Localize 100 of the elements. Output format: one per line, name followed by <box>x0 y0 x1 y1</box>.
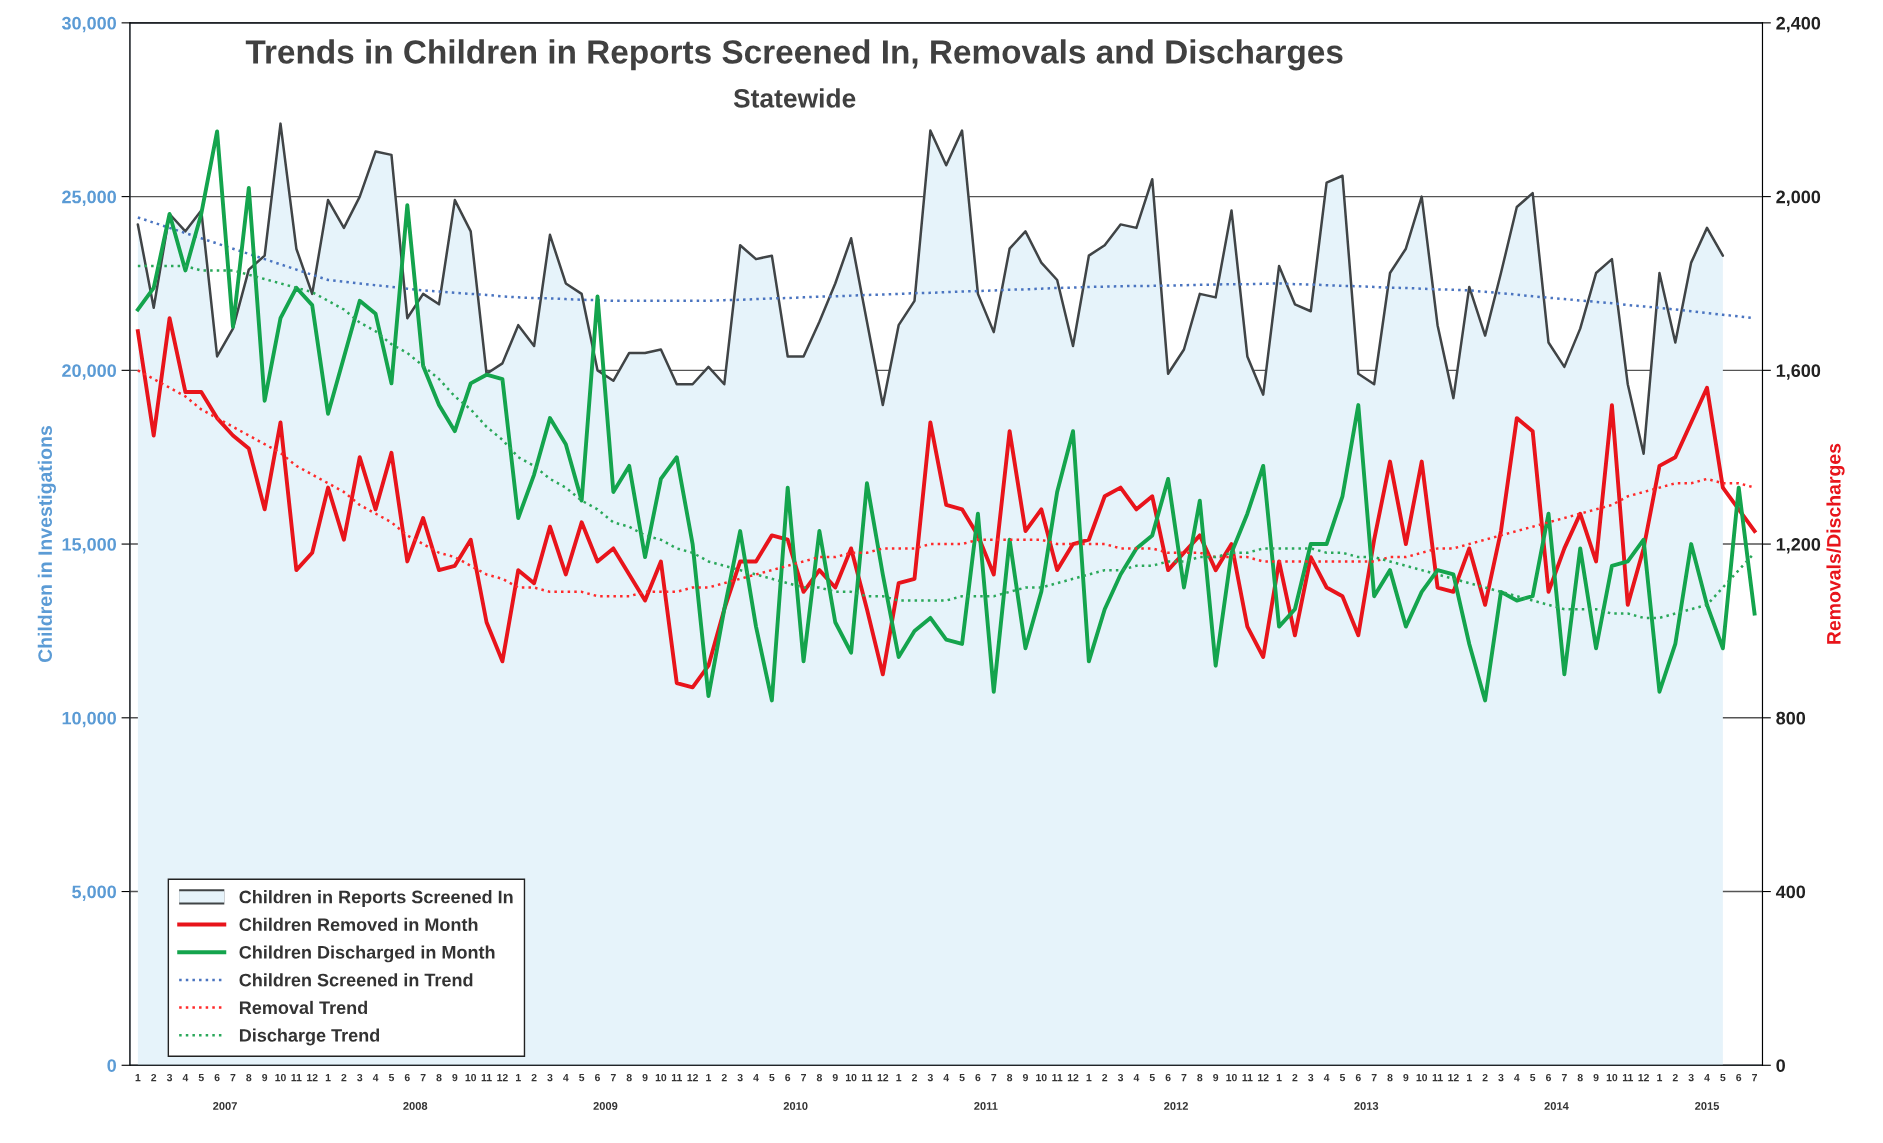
x-tick-label: 9 <box>1213 1073 1219 1082</box>
x-tick-label: 2 <box>911 1073 917 1082</box>
x-tick-label: 6 <box>1546 1073 1552 1082</box>
text: 2007 <box>213 1102 237 1110</box>
x-tick-label: 4 <box>563 1073 569 1082</box>
x-tick-label: 11 <box>1052 1073 1063 1082</box>
x-tick-label: 2 <box>1292 1073 1298 1082</box>
y2-tick-label: 2,400 <box>1776 16 1821 33</box>
x-tick-label: 10 <box>1226 1073 1237 1082</box>
x-tick-label: 10 <box>1606 1073 1618 1082</box>
text: 2012 <box>1164 1102 1188 1110</box>
x-tick-label: 12 <box>1067 1073 1079 1082</box>
x-tick-label: 7 <box>1561 1073 1567 1082</box>
x-tick-label: 9 <box>262 1073 268 1082</box>
x-tick-label: 12 <box>307 1073 318 1082</box>
line-series <box>135 316 1757 690</box>
y2-tick-label: 0 <box>1776 1059 1785 1072</box>
x-tick-label: 9 <box>452 1073 458 1082</box>
x-tick-label: 4 <box>372 1073 379 1082</box>
x-tick-label: 6 <box>214 1073 220 1082</box>
x-tick-label: 5 <box>1530 1073 1536 1082</box>
x-tick-label: 2 <box>1672 1073 1678 1082</box>
x-tick-label: 5 <box>1720 1073 1726 1082</box>
text: 2010 <box>783 1102 808 1110</box>
text: 2011 <box>974 1102 998 1110</box>
x-tick-label: 1 <box>706 1073 712 1082</box>
y2-tick-label: 2,000 <box>1776 190 1821 206</box>
x-tick-label: 7 <box>230 1073 236 1082</box>
chart-title: Trends in Children in Reports Screened In, Removals and Discharges <box>245 39 1343 71</box>
y2-tick-label: 400 <box>1775 885 1806 899</box>
x-tick-label: 3 <box>927 1073 933 1082</box>
x-tick-label: 1 <box>896 1073 902 1082</box>
x-tick-label: 6 <box>1165 1073 1171 1082</box>
x-tick-label: 8 <box>816 1073 822 1082</box>
legend-label: Children Discharged in Month <box>239 945 495 963</box>
x-tick-label: 6 <box>1355 1073 1361 1082</box>
x-tick-label: 4 <box>1704 1073 1710 1082</box>
x-tick-label: 8 <box>1197 1073 1203 1082</box>
x-tick-label: 8 <box>246 1073 252 1082</box>
x-tick-label: 8 <box>1007 1073 1013 1082</box>
y-axis-title: Children in Investigations <box>37 426 56 663</box>
x-tick-label: 1 <box>516 1073 521 1082</box>
x-tick-label: 4 <box>1133 1073 1140 1082</box>
x-tick-label: 5 <box>1149 1073 1155 1082</box>
y-tick-label: 0 <box>107 1059 116 1072</box>
x-tick-label: 10 <box>1036 1073 1047 1082</box>
x-tick-label: 10 <box>655 1073 667 1082</box>
x-tick-label: 9 <box>832 1073 838 1082</box>
line-series <box>135 129 1757 703</box>
x-tick-label: 12 <box>877 1073 889 1082</box>
y-tick-label: 20,000 <box>62 364 116 380</box>
x-tick-label: 11 <box>481 1073 492 1082</box>
x-tick-label: 3 <box>1308 1073 1314 1082</box>
x-tick-label: 9 <box>1022 1073 1028 1082</box>
text: 2009 <box>593 1102 618 1110</box>
x-tick-label: 7 <box>991 1073 997 1082</box>
x-tick-label: 11 <box>671 1073 682 1082</box>
y-tick-label: 10,000 <box>62 711 116 728</box>
x-tick-label: 12 <box>1448 1073 1459 1082</box>
x-tick-label: 4 <box>1514 1073 1520 1082</box>
line-series <box>136 264 1756 620</box>
x-tick-label: 3 <box>166 1073 173 1082</box>
x-tick-label: 3 <box>357 1073 363 1082</box>
x-tick-label: 12 <box>1638 1073 1649 1082</box>
x-tick-label: 11 <box>1242 1073 1253 1082</box>
x-tick-label: 2 <box>1482 1073 1488 1082</box>
y2-tick-label: 800 <box>1776 711 1806 725</box>
x-tick-label: 6 <box>975 1073 981 1082</box>
x-tick-label: 2 <box>531 1073 537 1082</box>
x-tick-label: 7 <box>1181 1073 1187 1082</box>
x-tick-label: 4 <box>1323 1073 1330 1082</box>
text: 2015 <box>1695 1102 1720 1110</box>
legend-label: Children Screened in Trend <box>239 973 473 987</box>
x-tick-label: 2 <box>721 1073 727 1082</box>
x-tick-label: 7 <box>610 1073 616 1082</box>
legend-label: Discharge Trend <box>239 1028 380 1046</box>
x-tick-label: 6 <box>785 1073 791 1082</box>
x-tick-label: 3 <box>737 1073 743 1082</box>
legend-label: Children in Reports Screened In <box>239 890 513 907</box>
x-tick-label: 6 <box>404 1073 410 1082</box>
x-tick-label: 1 <box>1086 1073 1092 1082</box>
x-tick-label: 3 <box>1498 1073 1504 1082</box>
y-tick-label: 5,000 <box>72 885 116 901</box>
x-tick-label: 3 <box>1688 1073 1694 1082</box>
x-tick-label: 10 <box>845 1073 857 1082</box>
x-tick-label: 2 <box>1102 1073 1108 1082</box>
text: 2013 <box>1354 1102 1379 1110</box>
x-tick-label: 9 <box>642 1073 648 1082</box>
x-tick-label: 5 <box>198 1073 204 1082</box>
y2-tick-label: 1,200 <box>1776 538 1821 554</box>
x-tick-label: 7 <box>801 1073 806 1082</box>
x-tick-label: 10 <box>275 1073 286 1082</box>
x-tick-label: 5 <box>959 1073 965 1082</box>
x-tick-label: 6 <box>1736 1073 1742 1082</box>
x-tick-label: 4 <box>753 1073 759 1082</box>
x-tick-label: 2 <box>151 1073 157 1082</box>
x-tick-label: 5 <box>1339 1073 1346 1082</box>
x-tick-label: 11 <box>862 1073 873 1082</box>
text: 2014 <box>1544 1102 1569 1110</box>
x-tick-label: 7 <box>420 1073 426 1082</box>
